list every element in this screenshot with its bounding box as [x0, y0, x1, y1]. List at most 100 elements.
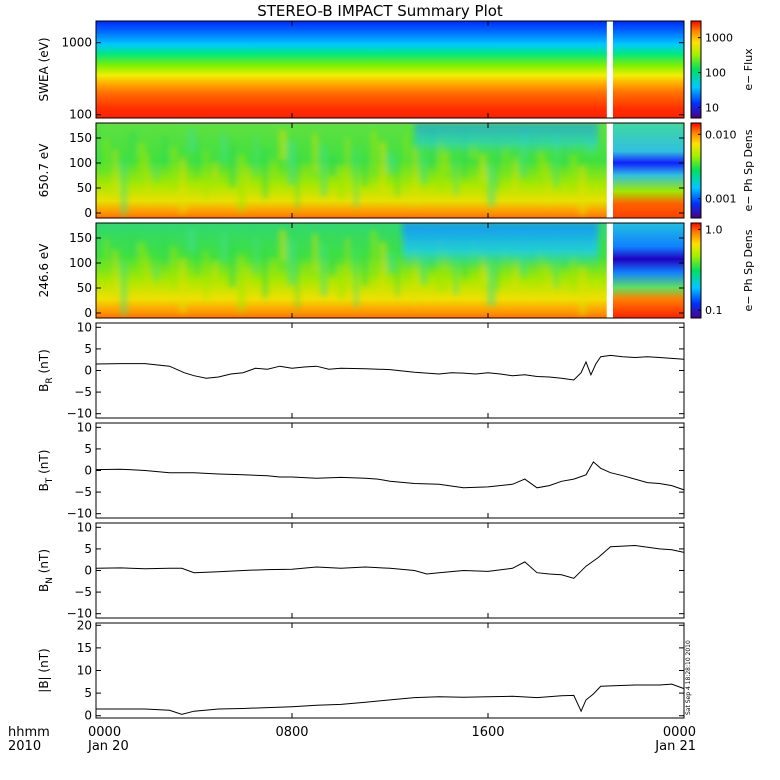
pad650-streak [345, 138, 349, 183]
pad650-streak [212, 162, 218, 179]
pad246-streak [120, 261, 127, 315]
pad650-streak [420, 157, 427, 184]
pad246-colorbar-tick-label: 0.1 [705, 304, 723, 317]
pad650-streak [370, 131, 377, 170]
pad246-streak [96, 228, 99, 243]
pad650-streak [312, 134, 318, 172]
pad650-streak [187, 129, 196, 152]
bn-frame [95, 522, 685, 619]
pad246-ytick-label: 0 [84, 306, 92, 320]
bn-trace [95, 544, 685, 579]
swea-colorbar [690, 20, 702, 119]
pad650-streak [537, 151, 546, 180]
bt-trace [95, 461, 685, 491]
time-tick-label: 0800 [275, 725, 308, 740]
pad650-streak [554, 133, 559, 188]
panel-br: −10 −5 0 5 10 BR (nT) [37, 320, 685, 421]
pad650-streak [137, 143, 146, 178]
pad650-streak [120, 161, 127, 215]
pad246-streak [262, 248, 268, 298]
pad246-ytick-label: 150 [69, 231, 92, 245]
pad650-streak [329, 156, 337, 175]
pad246-streak [345, 238, 349, 283]
bt-ytick-label: 5 [84, 442, 92, 456]
bmag-ytick-label: 15 [77, 641, 92, 655]
pad650-streak [362, 160, 368, 186]
br-ytick-label: 10 [77, 320, 92, 334]
bmag-ytick-label: 20 [77, 618, 92, 632]
pad650-streak [487, 165, 496, 206]
pad246-streak [379, 242, 387, 294]
pad246-streak [154, 265, 159, 281]
swea-colorbar-tick-label: 1000 [705, 32, 733, 45]
time-tick-date: Jan 20 [87, 739, 129, 754]
swea-colorbar-tick-label: 10 [705, 101, 719, 114]
bn-ytick-label: −10 [67, 607, 92, 621]
plot-timestamp: Sat Sep 4 18:28:10 2010 [685, 640, 692, 715]
pad650-streak [295, 152, 299, 209]
pad650-colorbar [690, 122, 702, 219]
pad650-streak [245, 166, 249, 190]
pad246-streak [337, 267, 346, 299]
pad650-streak [96, 128, 99, 143]
pad246-streak [579, 266, 587, 315]
pad246-streak [395, 264, 399, 297]
pad650-streak [454, 161, 459, 195]
pad650-streak [279, 130, 287, 161]
pad650-streak [545, 162, 549, 204]
pad650-colorbar-label: e− Ph Sp Dens [742, 129, 755, 211]
pad246-streak [112, 250, 118, 291]
pad650-streak [570, 155, 577, 191]
pad650-streak [129, 132, 137, 154]
pad246-frame [95, 222, 685, 319]
pad246-ylabel-main: 246.6 eV [37, 243, 51, 298]
pad246-data-gap [606, 223, 613, 318]
pad650-post-gap-fill [612, 123, 684, 218]
swea-data-gap [606, 21, 613, 118]
bmag-frame [95, 622, 685, 719]
pad246-streak [312, 234, 318, 272]
bmag-ytick-label: 5 [84, 686, 92, 700]
panel-swea: 10 100 1000 e− Flux 100 1000 SWEA (eV) [37, 20, 755, 122]
swea-ytick-label: 100 [69, 108, 92, 122]
bt-ytick-label: −5 [74, 485, 92, 499]
pad650-ytick-label: 50 [77, 181, 92, 195]
pad650-streak [445, 150, 449, 171]
br-ytick-label: −5 [74, 385, 92, 399]
pad650-streak [170, 147, 177, 189]
pad246-streak [279, 230, 287, 261]
pad650-streak [404, 135, 409, 181]
br-ylabel-sub: R [45, 377, 55, 383]
pad246-colorbar [690, 222, 702, 319]
pad246-depletion-patch [402, 223, 599, 271]
pad650-streak [579, 166, 587, 215]
pad650-ytick-label: 100 [69, 156, 92, 170]
panel-pad650: 0.001 0.010 e− Ph Sp Dens 0 50 100 150 650.7 eV [37, 122, 755, 220]
pad650-streak [254, 137, 259, 174]
panel-bn: −10 −5 0 5 10 BN (nT) [37, 520, 685, 621]
br-ylabel-main: B [37, 384, 51, 392]
pad246-ytick-label: 50 [77, 281, 92, 295]
pad650-streak [145, 154, 149, 202]
bt-ytick-label: 0 [84, 464, 92, 478]
pad246-streak [204, 251, 209, 300]
pad246-post-gap-fill [612, 223, 684, 318]
pad650-data-gap [606, 123, 613, 218]
pad246-streak [295, 252, 299, 309]
time-tick-label: 0000 [663, 725, 696, 740]
pad246-streak [137, 243, 146, 278]
pad246-streak [370, 231, 377, 270]
bn-ytick-label: 5 [84, 542, 92, 556]
pad650-streak [395, 164, 399, 197]
pad246-streak [287, 241, 296, 285]
time-tick-label: 0000 [88, 725, 121, 740]
pad246-streak [254, 237, 259, 274]
pad246-streak [387, 253, 396, 273]
pad246-streak [570, 255, 577, 291]
pad246-colorbar-tick-label: 1.0 [705, 223, 723, 236]
pad246-streak [354, 249, 359, 307]
pad246-streak [545, 262, 549, 304]
